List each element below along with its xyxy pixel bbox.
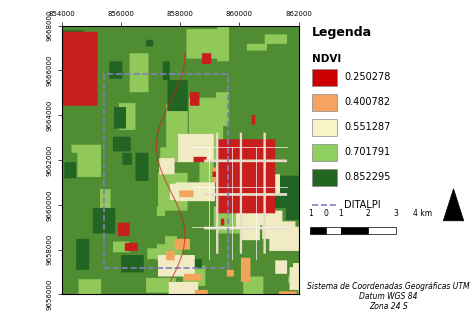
Text: 0.701791: 0.701791 xyxy=(344,147,391,157)
Bar xyxy=(312,169,337,186)
Bar xyxy=(341,227,368,234)
Text: 1: 1 xyxy=(308,209,312,218)
Text: 0: 0 xyxy=(323,209,328,218)
Text: 3: 3 xyxy=(393,209,398,218)
Bar xyxy=(312,144,337,161)
Text: 0.852295: 0.852295 xyxy=(344,172,391,182)
Text: Legenda: Legenda xyxy=(312,26,372,39)
Text: 2: 2 xyxy=(366,209,371,218)
Polygon shape xyxy=(443,189,464,221)
Bar xyxy=(310,227,326,234)
Text: 0.250278: 0.250278 xyxy=(344,72,391,82)
Bar xyxy=(326,227,341,234)
Text: 1: 1 xyxy=(338,209,343,218)
Bar xyxy=(312,69,337,86)
Text: 4 km: 4 km xyxy=(413,209,432,218)
Text: 0.400782: 0.400782 xyxy=(344,97,391,107)
Text: Sistema de Coordenadas Geográficas UTM
Datum WGS 84
Zona 24 S: Sistema de Coordenadas Geográficas UTM D… xyxy=(307,282,470,311)
Bar xyxy=(312,94,337,111)
Text: NDVI: NDVI xyxy=(312,54,341,64)
Bar xyxy=(104,74,228,268)
Text: 0.551287: 0.551287 xyxy=(344,122,391,132)
Text: DITALPI: DITALPI xyxy=(344,200,381,210)
Bar xyxy=(368,227,395,234)
Bar xyxy=(312,119,337,136)
